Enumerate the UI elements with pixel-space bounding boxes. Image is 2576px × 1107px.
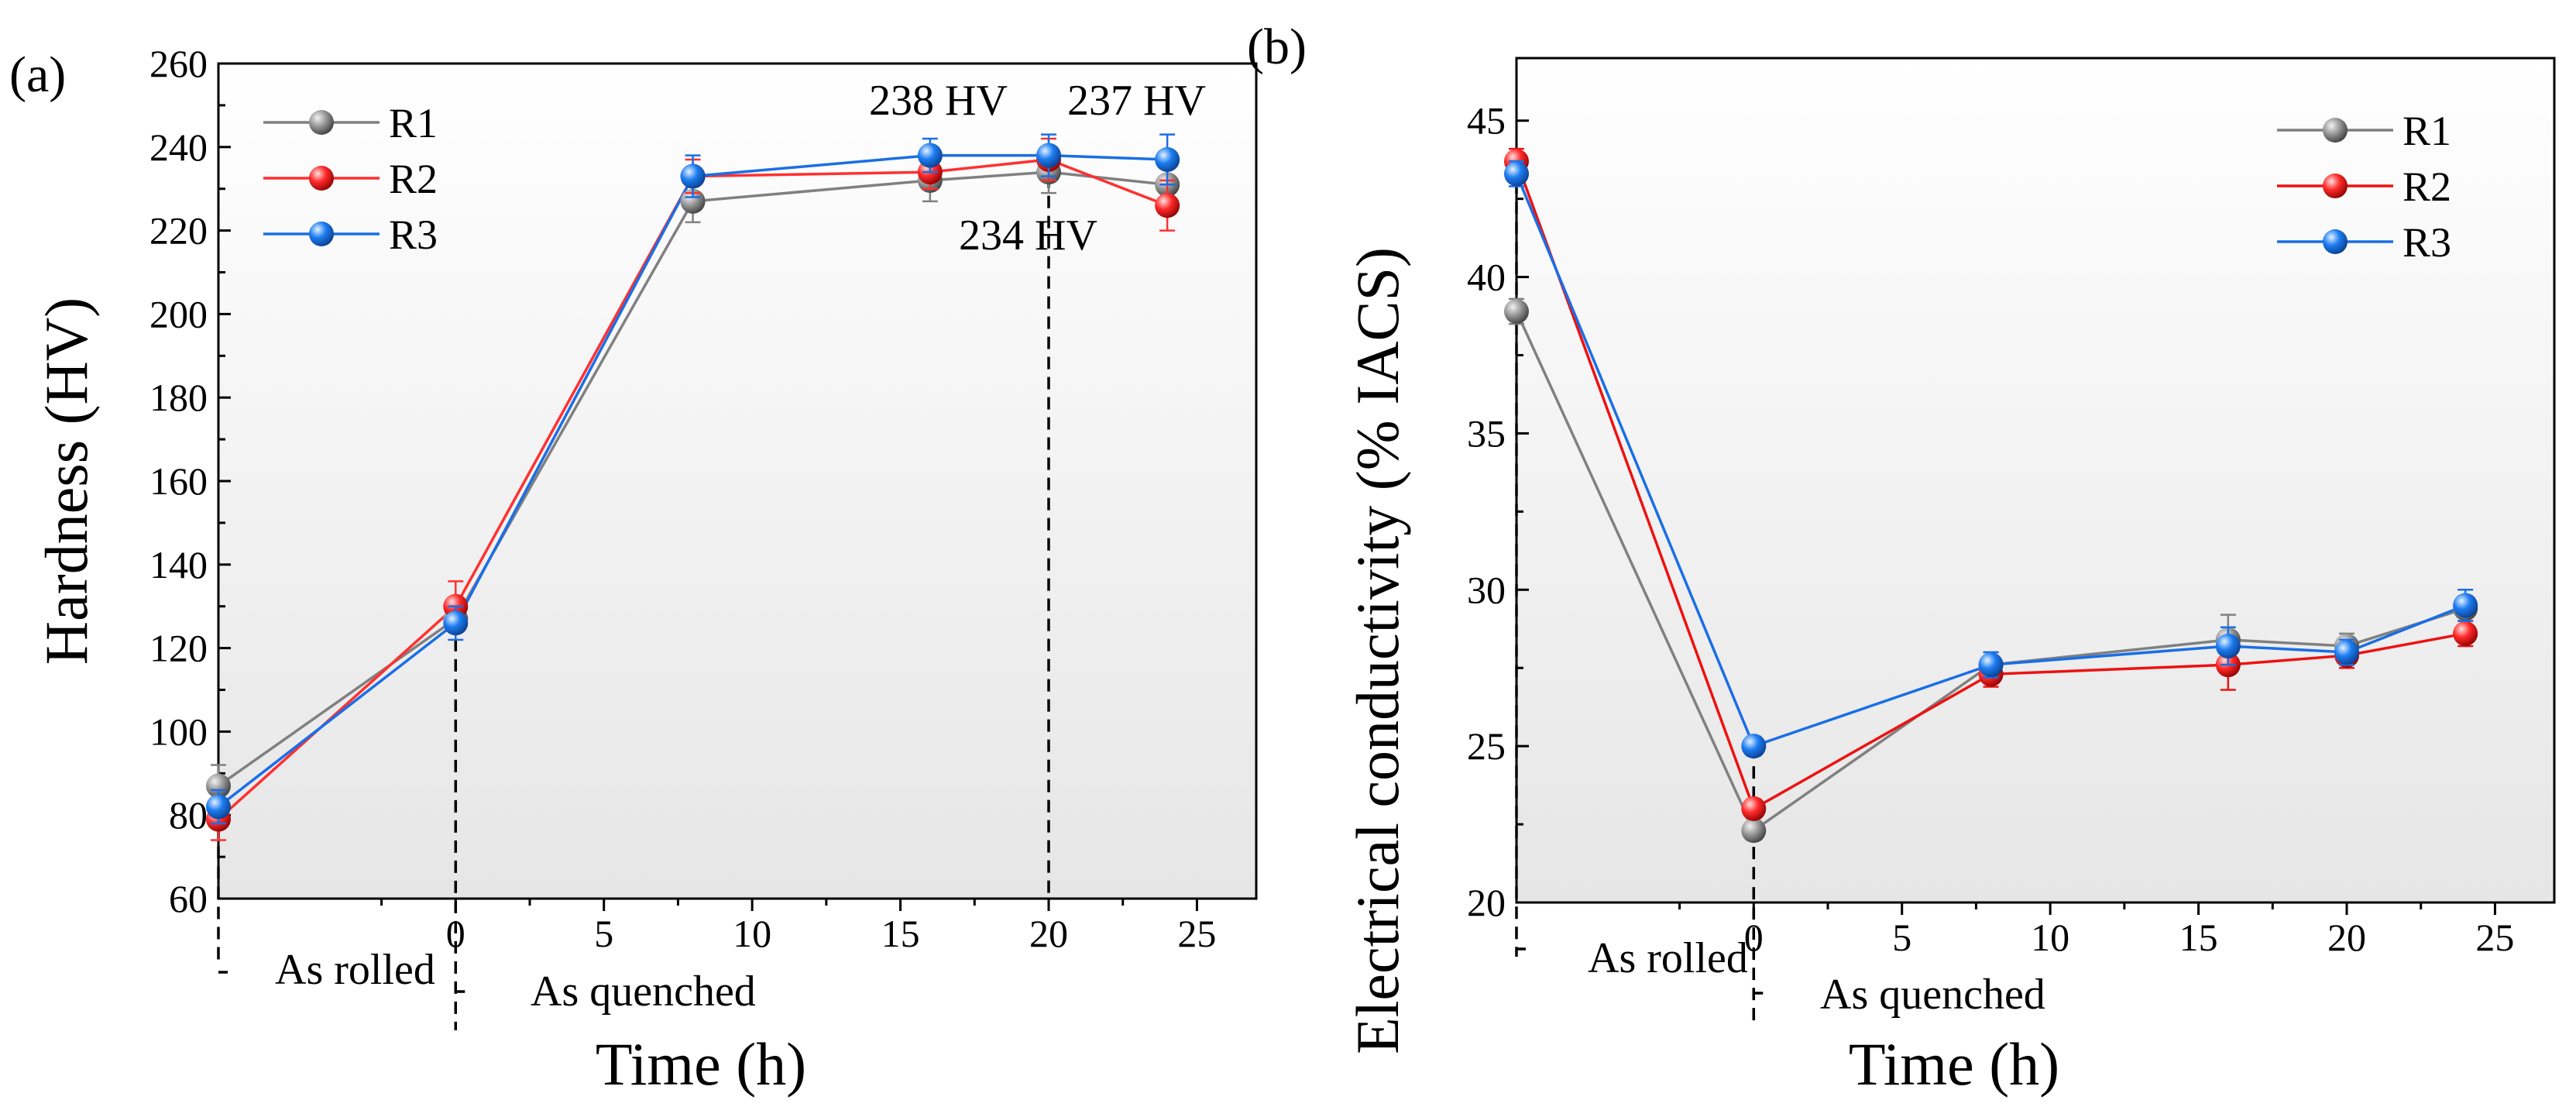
legend-label-r3: R3: [2403, 219, 2451, 266]
legend-label-r2: R2: [389, 156, 438, 202]
data-point-r3: [1155, 146, 1180, 172]
data-point-r3: [917, 143, 943, 168]
annotation-238hv: 238 HV: [869, 77, 1008, 125]
data-point-r3: [1741, 734, 1767, 759]
plot-area-b: [1515, 57, 2556, 904]
as-rolled-label-a: As rolled: [275, 946, 435, 994]
data-point-r3: [2334, 640, 2359, 665]
data-point-r2: [2453, 621, 2478, 646]
y-axis-title-a: Hardness (HV): [33, 297, 100, 665]
y-tick-label: 220: [149, 209, 208, 253]
data-point-r3: [1978, 652, 2004, 678]
legend-marker-r2: [309, 166, 334, 191]
x-axis-title-b: Time (h): [1849, 1030, 2059, 1098]
data-point-r3: [443, 610, 469, 636]
data-point-r3: [680, 163, 706, 189]
y-tick-label: 200: [149, 292, 208, 335]
series-line-r2: [1515, 160, 2466, 811]
legend-marker-r3: [2323, 229, 2348, 254]
y-tick-label: 60: [169, 877, 208, 920]
x-tick-label: 10: [2031, 916, 2069, 959]
x-tick-label: 5: [594, 912, 613, 955]
y-tick-label: 35: [1467, 411, 1506, 455]
legend-label-r2: R2: [2403, 163, 2451, 210]
x-axis-title-a: Time (h): [596, 1030, 806, 1098]
x-tick-label: 10: [733, 912, 771, 955]
y-axis-title-b: Electrical conductivity (% IACS): [1344, 247, 1411, 1054]
y-tick-label: 30: [1467, 568, 1506, 611]
y-tick-label: 120: [149, 627, 208, 670]
y-tick-label: 45: [1467, 99, 1506, 143]
data-point-r3: [2215, 633, 2241, 658]
legend-marker-r2: [2323, 174, 2348, 198]
y-tick-label: 180: [149, 376, 208, 419]
data-point-r3: [206, 794, 231, 820]
annotation-234hv: 234 HV: [959, 211, 1097, 260]
data-point-r1: [680, 188, 706, 214]
legend-label-r1: R1: [389, 100, 438, 146]
series-line-r3: [1515, 173, 2466, 748]
x-tick-label: 15: [2179, 916, 2218, 959]
data-point-r1: [1504, 299, 1529, 324]
data-point-r2: [1155, 193, 1180, 218]
data-point-r3: [1036, 143, 1061, 168]
as-quenched-label-b: As quenched: [1820, 971, 2045, 1019]
y-tick-label: 40: [1467, 256, 1506, 299]
series-line-r1: [217, 170, 1168, 787]
data-point-r3: [2453, 593, 2478, 618]
data-point-r2: [1741, 796, 1767, 821]
as-quenched-label-a: As quenched: [531, 968, 756, 1016]
legend-label-r3: R3: [389, 211, 438, 258]
x-tick-label: 25: [2475, 916, 2514, 959]
series-line-r3: [217, 153, 1168, 808]
x-tick-label: 15: [881, 912, 920, 955]
plot-area-a: [217, 62, 1258, 900]
series-line-r1: [1515, 311, 2466, 833]
data-point-r3: [1504, 161, 1529, 187]
legend-marker-r3: [309, 222, 334, 246]
y-tick-label: 260: [149, 42, 208, 85]
legend-marker-r1: [2323, 118, 2348, 143]
x-tick-label: 20: [1029, 912, 1068, 955]
y-tick-label: 240: [149, 125, 208, 169]
data-point-r1: [1741, 818, 1767, 844]
data-point-r1: [206, 773, 231, 799]
x-tick-label: 5: [1892, 916, 1911, 959]
panel-label-a: (a): [9, 46, 66, 103]
y-tick-label: 160: [149, 459, 208, 503]
y-tick-label: 140: [149, 543, 208, 586]
series-line-r2: [217, 158, 1168, 820]
y-tick-label: 80: [169, 793, 208, 837]
y-tick-label: 100: [149, 710, 208, 753]
x-tick-label: 25: [1177, 912, 1216, 955]
annotation-237hv: 237 HV: [1067, 77, 1206, 125]
y-tick-label: 20: [1467, 881, 1506, 924]
legend-marker-r1: [309, 110, 334, 135]
legend-label-r1: R1: [2403, 108, 2451, 154]
as-rolled-label-b: As rolled: [1588, 934, 1748, 982]
panel-label-b: (b): [1247, 19, 1307, 75]
y-tick-label: 25: [1467, 724, 1506, 768]
x-tick-label: 20: [2327, 916, 2366, 959]
